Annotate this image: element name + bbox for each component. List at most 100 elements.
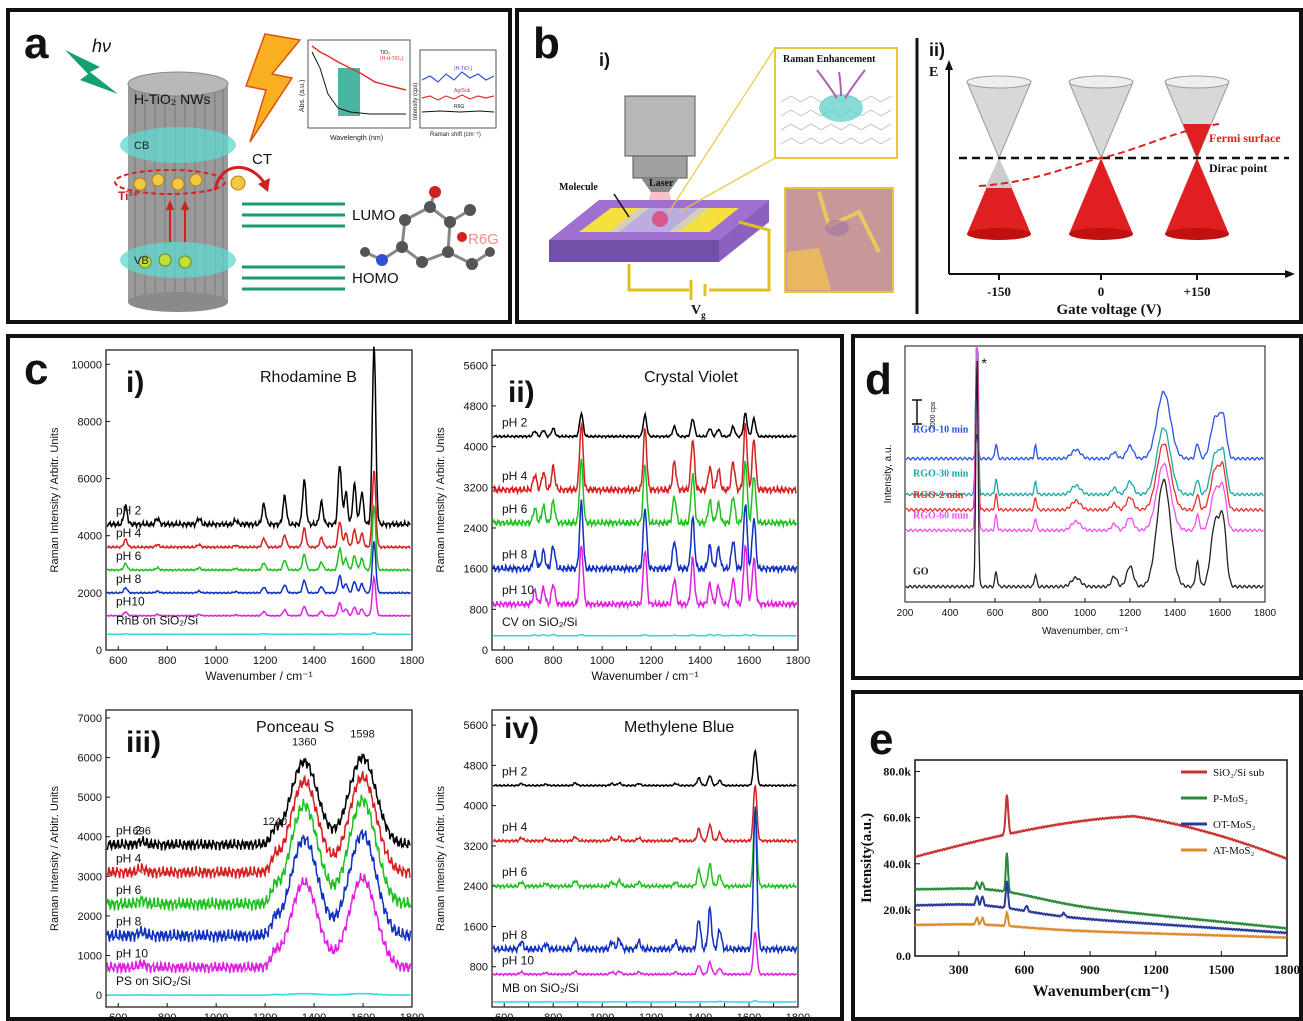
c-i-series-0 — [106, 346, 411, 530]
d-asterisk: * — [982, 355, 988, 371]
inset2-ylabel: Intensity (cps) — [413, 83, 419, 120]
panel-b: b i) Laser Molecule Vg — [515, 8, 1303, 324]
c-iv-xtick-label: 1000 — [590, 1012, 614, 1021]
c-ii-ytick-label: 4800 — [464, 401, 488, 413]
c-iv-series-label-4: pH 10 — [502, 953, 534, 967]
microscope-objective-icon — [624, 95, 696, 222]
tick-pos150: +150 — [1184, 284, 1211, 299]
c-iv-xtick-label: 1800 — [786, 1012, 810, 1021]
e-legend-label-3: AT-MoS₂ — [1213, 845, 1254, 857]
e-xtick-label: 900 — [1080, 962, 1100, 977]
c-i-xtick-label: 1600 — [351, 655, 375, 667]
inset2-legend-3: R6G — [454, 104, 464, 110]
c-iv-series-1 — [492, 784, 797, 845]
cone-right — [1164, 75, 1230, 240]
c-iii-ytick-label: 6000 — [78, 753, 102, 765]
c-iii-annotation: 1360 — [292, 737, 316, 749]
c-iii-xtick-label: 1200 — [253, 1012, 277, 1021]
mos2-raman-chart: 300 600 900 1200 1500 1800 0.0 20.0k 40.0k 60.0k 8… — [859, 759, 1300, 1000]
inset1-ylabel: Abs. (a.u.) — [299, 80, 306, 112]
c-iv-series-3 — [492, 806, 798, 956]
c-iii-xtick-label: 1000 — [204, 1012, 228, 1021]
c-iii-annotation: 1240 — [263, 816, 287, 828]
fermi-label: Fermi surface — [1209, 131, 1281, 145]
d-xtick-label: 200 — [897, 608, 914, 619]
d-series-4 — [905, 360, 1264, 589]
tick-neg150: -150 — [987, 284, 1011, 299]
c-iv-xtick-label: 1400 — [688, 1012, 712, 1021]
c-iv-ytick-label: 2400 — [464, 881, 488, 893]
d-series-0 — [905, 390, 1264, 461]
cb-label: CB — [134, 140, 149, 152]
c-ii-series-1 — [492, 421, 797, 496]
c-iii-series-label-4: pH 10 — [116, 946, 148, 960]
c-iii-series-label-3: pH 8 — [116, 915, 142, 929]
inset2-legend-2: Ag/Sub — [454, 88, 471, 94]
e-legend-label-0: SiO₂/Si sub — [1213, 767, 1265, 779]
e-xtick-label: 1800 — [1274, 962, 1300, 977]
c-iii-series-4 — [106, 872, 412, 975]
d-series-3 — [905, 347, 1264, 533]
e-ytick-label: 80.0k — [883, 765, 911, 779]
c-iii-ytick-label: 1000 — [78, 951, 102, 963]
c-ii-xtick-label: 1000 — [590, 655, 614, 667]
c-iv-series-5 — [493, 999, 797, 1003]
lumo-label: LUMO — [352, 207, 395, 224]
c-i-ylabel: Raman Intensity / Arbitr. Units — [49, 427, 61, 572]
c-ii-series-5 — [493, 633, 797, 637]
ph-raman-charts: Rhodamine B i) Wavenumber / cm⁻¹ Raman Inte… — [49, 346, 810, 1021]
c-i-series-5 — [107, 632, 411, 636]
c-iv-xtick-label: 1200 — [639, 1012, 663, 1021]
d-xtick-label: 1600 — [1209, 608, 1232, 619]
nanowire-cylinder — [114, 71, 236, 312]
c-iv-ytick-label: 800 — [470, 962, 488, 974]
c-ii-xtick-label: 1200 — [639, 655, 663, 667]
e-axis-label: E — [929, 65, 938, 80]
rgo-raman-chart: 200 400 600 800 1000 1200 1400 1600 1800 Wavenumb… — [883, 345, 1277, 637]
c-i-ytick-label: 10000 — [71, 359, 102, 371]
c-i-xtick-label: 1200 — [253, 655, 277, 667]
d-scalebar-label: 2000 cps — [930, 401, 937, 430]
c-iv-plot-frame — [491, 709, 799, 1008]
r6g-molecule — [360, 186, 495, 270]
c-ii-panel-tag: ii) — [508, 376, 535, 409]
c-iv-title: Methylene Blue — [624, 719, 734, 736]
c-iv-xtick-label: 800 — [544, 1012, 562, 1021]
inset2-xlabel: Raman shift (cm⁻¹) — [430, 132, 481, 138]
e-legend-label-2: OT-MoS₂ — [1213, 819, 1256, 831]
cone-center — [1068, 75, 1134, 240]
e-ytick-label: 0.0 — [896, 949, 911, 963]
c-iv-series-label-5: MB on SiO₂/Si — [502, 981, 579, 995]
ct-electron — [230, 175, 246, 191]
c-iii-xtick-label: 1600 — [351, 1012, 375, 1021]
e-ylabel: Intensity(a.u.) — [859, 813, 875, 903]
c-ii-xtick-label: 1600 — [737, 655, 761, 667]
b-ii-label: ii) — [929, 40, 945, 60]
e-xtick-label: 600 — [1015, 962, 1035, 977]
c-iii-xtick-label: 600 — [109, 1012, 127, 1021]
d-xtick-label: 1000 — [1074, 608, 1097, 619]
e-series-2 — [914, 880, 1287, 935]
panel-e: e 300 600 900 1200 1500 1800 0.0 20.0k 40.0k 60.0… — [851, 690, 1303, 1021]
c-iii-ytick-label: 7000 — [78, 713, 102, 725]
c-i-plot-frame — [105, 349, 413, 651]
c-iv-ytick-label: 5600 — [464, 720, 488, 732]
e-xtick-label: 1200 — [1143, 962, 1169, 977]
e-series-3 — [914, 909, 1288, 940]
c-i-xtick-label: 600 — [109, 655, 127, 667]
d-series-label-2: RGO-2 min — [913, 490, 964, 501]
c-iii-series-label-2: pH 6 — [116, 883, 142, 897]
hv-lightning-icon — [65, 50, 118, 94]
e-ytick-label: 20.0k — [883, 903, 911, 917]
tick-0: 0 — [1098, 284, 1105, 299]
c-iii-ytick-label: 0 — [96, 990, 102, 1002]
gate-circuit — [627, 220, 771, 300]
c-ii-ytick-label: 3200 — [464, 482, 488, 494]
raman-device-schematic: i) Laser Molecule Vg — [549, 38, 1295, 320]
photocatalysis-schematic: hν H-T — [65, 33, 499, 312]
c-iv-series-label-2: pH 6 — [502, 865, 528, 879]
c-iii-ytick-label: 4000 — [78, 832, 102, 844]
c-ii-xtick-label: 800 — [544, 655, 562, 667]
d-series-label-1: RGO-30 min — [913, 468, 969, 479]
raman-enhancement-label: Raman Enhancement — [783, 54, 876, 65]
